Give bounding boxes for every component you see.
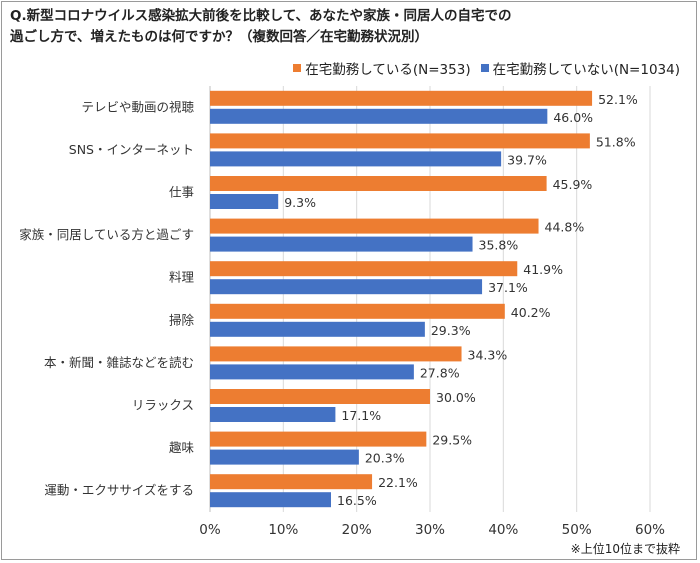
chart-title: Q.新型コロナウイルス感染拡大前後を比較して、あなたや家族・同居人の自宅での 過… [10, 6, 690, 48]
bar-series-1 [210, 389, 430, 404]
category-label: 家族・同居している方と過ごす [19, 227, 194, 242]
category-label: 趣味 [169, 440, 195, 455]
bar-series-2 [210, 279, 483, 295]
data-label: 16.5% [337, 493, 377, 508]
data-label: 45.9% [553, 177, 593, 192]
x-tick-label: 10% [268, 522, 298, 538]
data-label: 34.3% [468, 347, 508, 362]
category-label: 掃除 [169, 312, 195, 327]
category-label: SNS・インターネット [69, 142, 194, 157]
data-label: 17.1% [341, 408, 381, 423]
legend-label-series-1: 在宅勤務している(N=353) [305, 62, 471, 78]
legend-swatch-series-2 [480, 64, 489, 72]
data-label: 29.3% [431, 323, 471, 338]
category-label: 本・新聞・雑誌などを読む [44, 355, 194, 370]
x-tick-label: 30% [415, 522, 445, 538]
bar-series-1 [210, 133, 590, 149]
legend-label-series-2: 在宅勤務していない(N=1034) [492, 62, 680, 78]
data-label: 30.0% [436, 390, 476, 405]
data-label: 51.8% [596, 134, 636, 149]
legend-item-series-1: 在宅勤務している(N=353) [293, 58, 471, 78]
data-label: 46.0% [553, 110, 593, 125]
category-label: 運動・エクササイズをする [44, 483, 194, 498]
bar-series-2 [210, 236, 473, 252]
data-label: 40.2% [511, 305, 551, 320]
x-tick-label: 60% [635, 522, 665, 538]
category-label: 仕事 [169, 185, 194, 200]
data-label: 27.8% [420, 365, 460, 380]
category-label: 料理 [169, 270, 195, 285]
title-line-1: Q.新型コロナウイルス感染拡大前後を比較して、あなたや家族・同居人の自宅での [10, 8, 512, 24]
bar-series-2 [210, 108, 548, 124]
legend-item-series-2: 在宅勤務していない(N=1034) [480, 58, 680, 78]
bar-series-1 [210, 261, 518, 277]
bar-series-2 [210, 321, 425, 337]
x-tick-label: 0% [199, 522, 221, 538]
legend-swatch-series-1 [293, 64, 302, 72]
data-label: 44.8% [545, 220, 585, 235]
category-label: テレビや動画の視聴 [81, 99, 194, 114]
legend: 在宅勤務している(N=353) 在宅勤務していない(N=1034) [293, 58, 680, 78]
x-tick-label: 50% [562, 522, 592, 538]
bar-series-1 [210, 176, 547, 191]
bar-series-2 [210, 194, 279, 209]
bar-series-1 [210, 90, 593, 106]
bar-series-1 [210, 218, 539, 234]
x-tick-label: 40% [488, 522, 518, 538]
data-label: 37.1% [488, 280, 528, 295]
data-label: 29.5% [432, 433, 472, 448]
bar-series-1 [210, 346, 462, 362]
bar-series-2 [210, 151, 502, 167]
title-line-2: 過ごし方で、増えたものは何ですか？（複数回答／在宅勤務状況別） [10, 29, 428, 45]
bar-series-2 [210, 449, 359, 465]
bar-series-2 [210, 407, 336, 422]
x-tick-label: 20% [342, 522, 372, 538]
bar-series-2 [210, 492, 331, 508]
data-label: 9.3% [284, 195, 316, 210]
data-label: 20.3% [365, 451, 405, 466]
bar-series-1 [210, 474, 373, 490]
data-label: 52.1% [598, 92, 638, 107]
data-label: 35.8% [479, 238, 519, 253]
footnote: ※上位10位まで抜粋 [570, 542, 680, 556]
data-label: 22.1% [378, 475, 418, 490]
data-label: 41.9% [523, 262, 563, 277]
bar-series-1 [210, 431, 427, 447]
category-label: リラックス [132, 398, 194, 413]
bar-series-2 [210, 364, 414, 380]
data-label: 39.7% [507, 152, 547, 167]
bar-series-1 [210, 303, 505, 319]
